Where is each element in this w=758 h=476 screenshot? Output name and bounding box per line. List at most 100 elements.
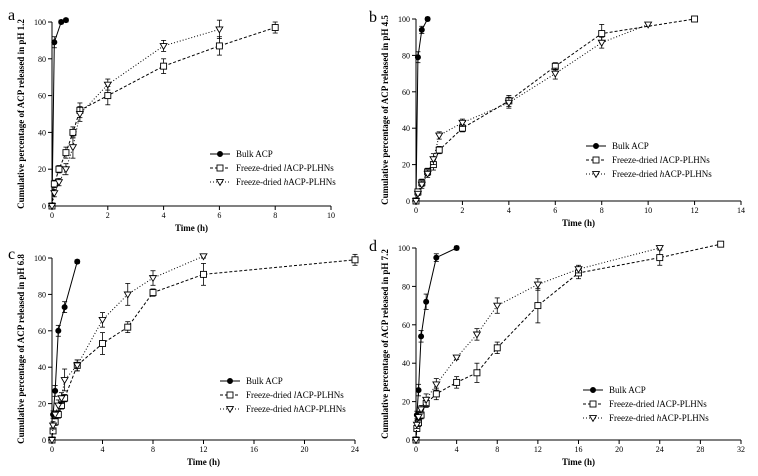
- y-tick-label: 40: [38, 363, 46, 372]
- legend-label: Bulk ACP: [609, 385, 646, 395]
- legend-label: Freeze-dried hACP-PLHNs: [236, 177, 336, 187]
- data-point: [411, 198, 421, 206]
- y-tick-label: 40: [402, 124, 410, 133]
- y-tick-label: 60: [38, 327, 46, 336]
- x-tick-label: 20: [301, 445, 309, 454]
- legend-label: Freeze-dried lACP-PLHNs: [236, 163, 334, 173]
- data-point: [421, 396, 431, 404]
- data-point: [414, 54, 421, 61]
- data-point: [411, 437, 421, 445]
- series-3: [411, 21, 653, 206]
- y-axis-title: Cumulative percentage of ACP released in…: [16, 254, 26, 444]
- legend-marker: [588, 415, 598, 423]
- series-2: [48, 253, 359, 444]
- x-tick-label: 4: [507, 206, 511, 215]
- data-point: [148, 275, 158, 283]
- data-point: [493, 344, 501, 352]
- data-point: [51, 39, 58, 46]
- data-point: [493, 302, 502, 310]
- x-tick-label: 8: [273, 211, 277, 220]
- y-tick-label: 80: [402, 282, 410, 291]
- x-axis-title: Time (h): [562, 218, 595, 228]
- data-point: [62, 149, 70, 157]
- x-tick-label: 2: [106, 211, 110, 220]
- data-point: [435, 132, 444, 140]
- panel-c: c 0 20 40 60 80 100 0 4 8 12 16 20 24 Time (h) Cumulati…: [8, 246, 359, 467]
- legend: Bulk ACP Freeze-dried lACP-PLHNs Freeze-dr…: [210, 149, 336, 187]
- x-tick-label: 0: [50, 445, 54, 454]
- x-tick-label: 0: [414, 445, 418, 454]
- legend: Bulk ACP Freeze-dried lACP-PLHNs Freeze-dr…: [586, 141, 712, 179]
- legend-marker: [590, 386, 597, 393]
- data-point: [60, 377, 69, 385]
- y-tick-label: 40: [38, 128, 46, 137]
- data-point: [98, 317, 107, 325]
- x-tick-label: 2: [460, 206, 464, 215]
- data-point: [643, 21, 653, 29]
- y-tick-label: 100: [398, 244, 410, 253]
- data-point: [69, 128, 77, 136]
- x-tick-label: 12: [534, 445, 542, 454]
- data-point: [717, 240, 725, 248]
- data-point: [452, 354, 461, 362]
- data-point: [149, 289, 157, 297]
- legend-marker: [216, 150, 223, 157]
- panel-letter: b: [369, 9, 377, 26]
- data-point: [160, 62, 168, 70]
- legend-label: Freeze-dried lACP-PLHNs: [246, 390, 344, 400]
- data-point: [50, 180, 58, 188]
- data-point: [75, 111, 85, 119]
- data-point: [159, 43, 168, 51]
- y-tick-label: 100: [398, 15, 410, 24]
- data-point: [57, 395, 66, 403]
- data-point: [416, 406, 426, 414]
- legend-label: Freeze-dried lACP-PLHNs: [609, 399, 707, 409]
- y-tick-label: 80: [38, 290, 46, 299]
- data-point: [655, 245, 664, 253]
- x-tick-label: 4: [101, 445, 105, 454]
- y-tick-label: 20: [38, 400, 46, 409]
- data-point: [597, 39, 606, 47]
- data-point: [433, 254, 440, 261]
- x-tick-label: 4: [455, 445, 459, 454]
- legend-marker: [226, 377, 233, 384]
- x-tick-label: 14: [737, 206, 745, 215]
- y-tick-label: 20: [402, 161, 410, 170]
- x-tick-label: 6: [217, 211, 221, 220]
- data-point: [412, 421, 422, 429]
- x-tick-label: 24: [656, 445, 664, 454]
- data-point: [54, 179, 64, 187]
- data-point: [435, 146, 443, 154]
- x-axis-title: Time (h): [187, 457, 220, 467]
- x-tick-label: 12: [691, 206, 699, 215]
- y-tick-label: 0: [406, 436, 410, 445]
- x-axis-title: Time (h): [562, 457, 595, 467]
- data-point: [473, 369, 481, 377]
- data-point: [99, 340, 106, 347]
- y-tick-label: 60: [402, 321, 410, 330]
- x-tick-label: 28: [696, 445, 704, 454]
- y-tick-label: 40: [402, 359, 410, 368]
- data-point: [48, 422, 58, 430]
- series-line: [415, 247, 660, 441]
- data-point: [50, 190, 59, 198]
- y-tick-label: 100: [34, 18, 46, 27]
- data-point: [61, 304, 68, 311]
- x-tick-label: 16: [575, 445, 583, 454]
- y-tick-label: 0: [42, 202, 46, 211]
- legend-label: Freeze-dried hACP-PLHNs: [612, 169, 712, 179]
- legend-marker: [226, 391, 234, 399]
- y-tick-label: 0: [42, 436, 46, 445]
- panel-a: a 0 20 40 60 80 100 0 2 4 6 8 10 Time (h) Cumulative p…: [8, 7, 336, 233]
- data-point: [215, 42, 223, 50]
- data-point: [73, 362, 82, 370]
- data-point: [418, 26, 425, 33]
- legend-marker: [225, 406, 235, 414]
- x-tick-label: 20: [615, 445, 623, 454]
- panel-b: b 0 20 40 60 80 100 0 2 4 6 8 10 12 14 Time (h) Cumulati…: [369, 9, 745, 228]
- data-point: [47, 437, 57, 445]
- legend-label: Bulk ACP: [612, 141, 649, 151]
- legend-label: Bulk ACP: [236, 149, 273, 159]
- data-point: [574, 266, 583, 274]
